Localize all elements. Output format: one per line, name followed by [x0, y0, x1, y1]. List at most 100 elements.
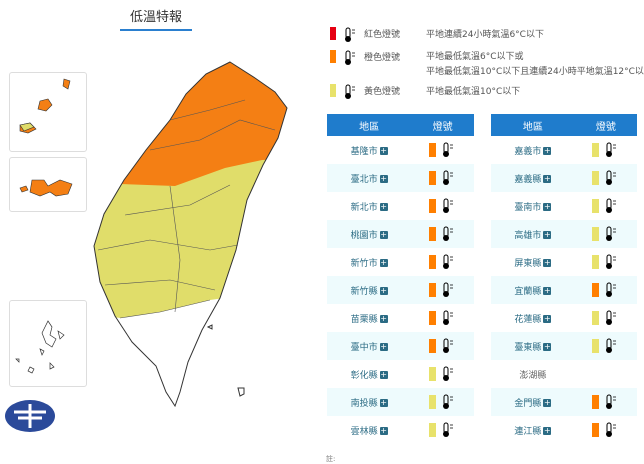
table-row: 高雄市 +: [491, 220, 637, 248]
table-row: 雲林縣 +: [327, 416, 474, 444]
thermometer-icon: [443, 198, 454, 213]
region-link[interactable]: 嘉義縣: [514, 174, 542, 185]
table-row: 苗栗縣 +: [327, 304, 474, 332]
region-link[interactable]: 雲林縣: [350, 426, 378, 437]
warning-table-right: 地區 燈號 嘉義市 + 嘉義縣 + 臺南市 + 高雄市 + 屏東縣 + 宜蘭縣 + 花蓮縣 + 臺東縣 + 澎湖縣金…: [491, 114, 637, 444]
warning-level-bar: [592, 395, 600, 409]
region-link[interactable]: 新竹縣: [350, 286, 378, 297]
col-light: 燈號: [411, 114, 474, 136]
expand-plus-icon[interactable]: +: [543, 146, 552, 155]
col-region: 地區: [327, 114, 412, 136]
thermometer-icon: [443, 170, 454, 185]
region-link[interactable]: 苗栗縣: [350, 314, 378, 325]
region-link[interactable]: 桃園市: [350, 230, 378, 241]
thermometer-icon: [345, 84, 355, 99]
thermometer-icon: [606, 198, 617, 213]
inset-penghu: [9, 300, 87, 387]
region-link[interactable]: 高雄市: [514, 230, 542, 241]
legend-yellow: 黃色燈號 平地最低氣溫10°C以下: [330, 84, 520, 100]
expand-plus-icon[interactable]: +: [543, 342, 552, 351]
thermometer-icon: [443, 366, 454, 381]
region-link[interactable]: 臺中市: [350, 342, 378, 353]
expand-plus-icon[interactable]: +: [543, 258, 552, 267]
table-row: 澎湖縣: [491, 360, 637, 388]
region-link[interactable]: 金門縣: [514, 398, 542, 409]
warning-level-bar: [592, 199, 600, 213]
warning-level-bar: [592, 171, 600, 185]
legend-orange: 橙色燈號 平地最低氣溫6°C以下或 平地最低氣溫10°C以下且連續24小時平地氣溫…: [330, 50, 644, 80]
expand-plus-icon[interactable]: +: [379, 398, 388, 407]
expand-plus-icon[interactable]: +: [379, 314, 388, 323]
thermometer-icon: [443, 394, 454, 409]
thermometer-icon: [443, 422, 454, 437]
table-row: 臺北市 +: [327, 164, 474, 192]
col-light: 燈號: [574, 114, 637, 136]
table-row: 臺東縣 +: [491, 332, 637, 360]
table-row: 嘉義市 +: [491, 136, 637, 164]
expand-plus-icon[interactable]: +: [379, 342, 388, 351]
region-link[interactable]: 臺北市: [350, 174, 378, 185]
expand-plus-icon[interactable]: +: [379, 286, 388, 295]
inset-matsu: [9, 72, 87, 152]
expand-plus-icon[interactable]: +: [379, 426, 388, 435]
expand-plus-icon[interactable]: +: [543, 230, 552, 239]
page-title: 低溫特報: [120, 6, 192, 31]
warning-level-bar: [429, 199, 437, 213]
region-link[interactable]: 臺南市: [514, 202, 542, 213]
table-row: 金門縣 +: [491, 388, 637, 416]
logo: [5, 400, 55, 432]
expand-plus-icon[interactable]: +: [379, 146, 388, 155]
region-link[interactable]: 花蓮縣: [514, 314, 542, 325]
region-link[interactable]: 新竹市: [350, 258, 378, 269]
region-link[interactable]: 連江縣: [514, 426, 542, 437]
table-row: 嘉義縣 +: [491, 164, 637, 192]
table-row: 臺南市 +: [491, 192, 637, 220]
expand-plus-icon[interactable]: +: [543, 174, 552, 183]
red-swatch: [330, 27, 336, 40]
region-link[interactable]: 臺東縣: [514, 342, 542, 353]
warning-level-bar: [592, 227, 600, 241]
expand-plus-icon[interactable]: +: [543, 398, 552, 407]
expand-plus-icon[interactable]: +: [543, 314, 552, 323]
region-link[interactable]: 基隆市: [350, 146, 378, 157]
table-row: 南投縣 +: [327, 388, 474, 416]
warning-level-bar: [429, 283, 437, 297]
warning-level-bar: [592, 423, 600, 437]
region-link[interactable]: 屏東縣: [514, 258, 542, 269]
warning-level-bar: [429, 395, 437, 409]
region-link[interactable]: 嘉義市: [514, 146, 542, 157]
thermometer-icon: [443, 226, 454, 241]
region-link[interactable]: 新北市: [350, 202, 378, 213]
thermometer-icon: [606, 282, 617, 297]
expand-plus-icon[interactable]: +: [543, 286, 552, 295]
table-row: 臺中市 +: [327, 332, 474, 360]
expand-plus-icon[interactable]: +: [379, 202, 388, 211]
warning-level-bar: [429, 311, 437, 325]
table-row: 基隆市 +: [327, 136, 474, 164]
expand-plus-icon[interactable]: +: [543, 426, 552, 435]
warning-level-bar: [429, 367, 437, 381]
thermometer-icon: [345, 27, 355, 42]
table-row: 桃園市 +: [327, 220, 474, 248]
region-link[interactable]: 南投縣: [350, 398, 378, 409]
expand-plus-icon[interactable]: +: [379, 174, 388, 183]
expand-plus-icon[interactable]: +: [379, 258, 388, 267]
warning-level-bar: [429, 423, 437, 437]
region-orange[interactable]: [80, 60, 300, 186]
note: 註:: [326, 455, 336, 463]
expand-plus-icon[interactable]: +: [379, 230, 388, 239]
warning-level-bar: [429, 339, 437, 353]
thermometer-icon: [606, 310, 617, 325]
expand-plus-icon[interactable]: +: [543, 202, 552, 211]
warning-level-bar: [429, 255, 437, 269]
expand-plus-icon[interactable]: +: [379, 370, 388, 379]
region-link[interactable]: 宜蘭縣: [514, 286, 542, 297]
warning-level-bar: [592, 339, 600, 353]
warning-level-bar: [592, 255, 600, 269]
region-link[interactable]: 彰化縣: [350, 370, 378, 381]
thermometer-icon: [606, 254, 617, 269]
warning-level-bar: [592, 311, 600, 325]
table-row: 花蓮縣 +: [491, 304, 637, 332]
region-label: 澎湖縣: [519, 370, 547, 381]
warning-level-bar: [429, 171, 437, 185]
